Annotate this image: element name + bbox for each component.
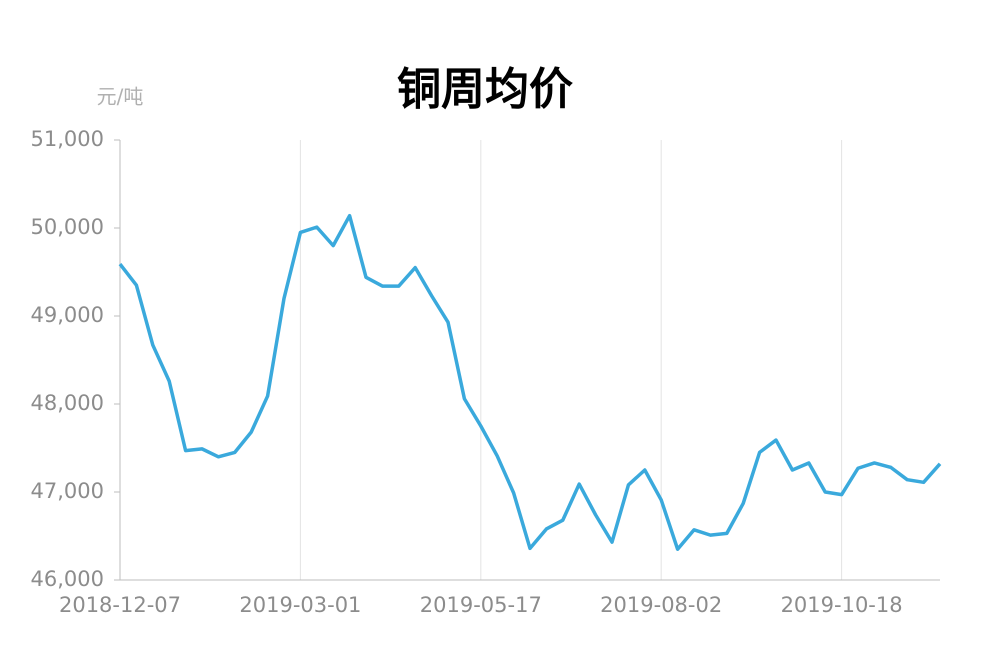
y-tick-label: 46,000 [31, 567, 104, 591]
y-tick-label: 51,000 [31, 127, 104, 151]
x-tick-label: 2018-12-07 [59, 593, 181, 617]
line-series [118, 213, 942, 551]
x-tick-label: 2019-03-01 [239, 593, 361, 617]
x-tick-label: 2019-10-18 [781, 593, 903, 617]
y-tick-label: 48,000 [31, 391, 104, 415]
y-tick-label: 49,000 [31, 303, 104, 327]
x-tick-label: 2019-05-17 [420, 593, 542, 617]
x-tick-label: 2019-08-02 [600, 593, 722, 617]
y-unit-label: 元/吨 [97, 85, 144, 109]
chart-title: 铜周均价 [397, 64, 573, 115]
y-tick-label: 50,000 [31, 215, 104, 239]
y-tick-label: 47,000 [31, 479, 104, 503]
